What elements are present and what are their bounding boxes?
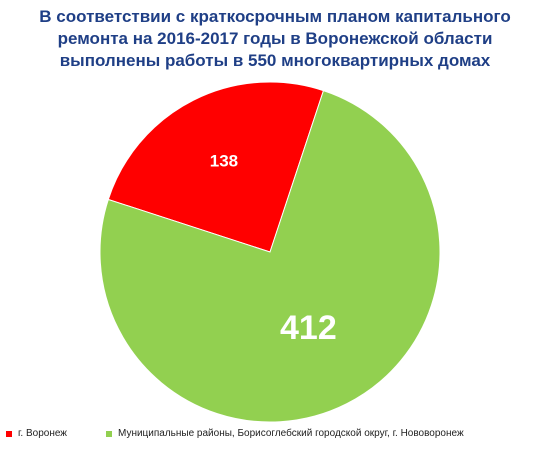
chart-title-line-2: ремонта на 2016-2017 годы в Воронежской …	[57, 29, 493, 48]
pie-slice-voronezh	[107, 81, 325, 253]
chart-title-line-3: выполнены работы в 550 многоквартирных д…	[59, 51, 491, 70]
legend-label-districts: Муниципальные районы, Борисоглебский гор…	[118, 428, 464, 439]
legend-swatch-districts	[106, 430, 112, 437]
pie-slice-districts	[99, 89, 441, 423]
chart-title-line-1: В соответствии с краткосрочным планом ка…	[39, 7, 511, 26]
legend-item-districts: Муниципальные районы, Борисоглебский гор…	[106, 428, 464, 439]
data-label-districts: 412	[280, 309, 337, 347]
data-label-voronezh: 138	[210, 151, 238, 170]
legend-label-voronezh: г. Воронеж	[18, 428, 67, 439]
chart-legend: г. Воронеж Муниципальные районы, Борисог…	[6, 428, 546, 444]
chart-title: В соответствии с краткосрочным планом ка…	[10, 6, 540, 72]
legend-item-voronezh: г. Воронеж	[6, 428, 67, 439]
legend-swatch-voronezh	[6, 430, 12, 437]
